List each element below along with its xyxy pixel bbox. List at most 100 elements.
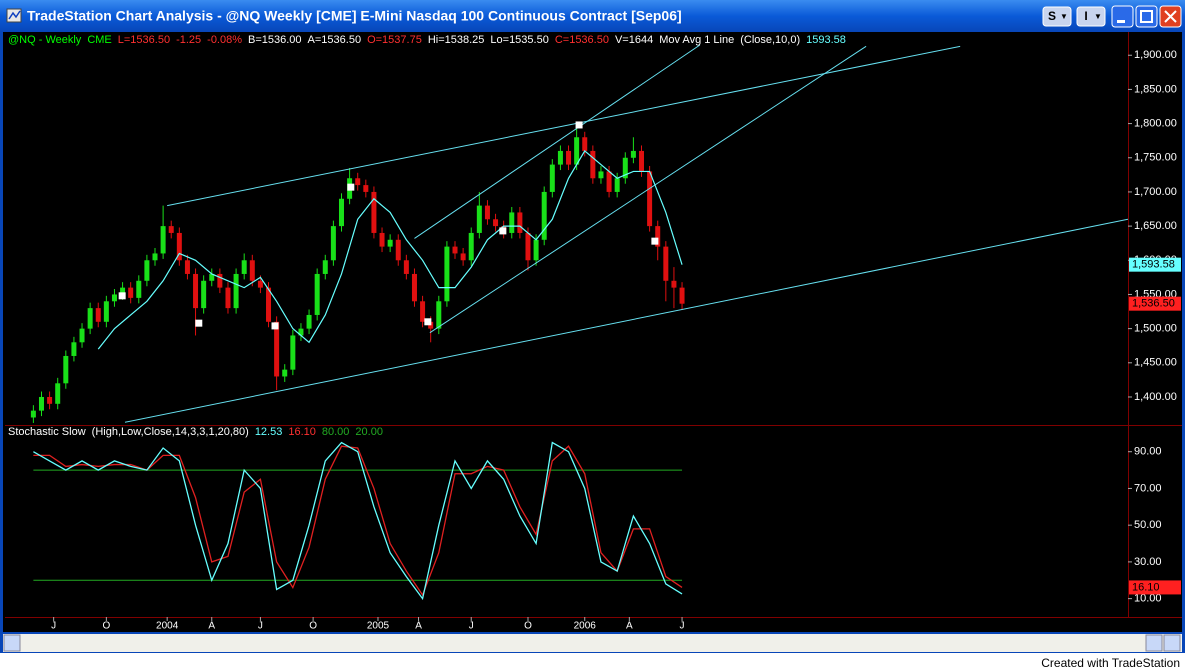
app-icon-glyph	[8, 10, 21, 20]
legend-text: 12.53	[255, 426, 283, 438]
candle-body	[338, 198, 344, 227]
y-tick-label: 1,500.00	[1134, 323, 1177, 335]
legend-text: Hi=1538.25	[428, 34, 485, 46]
chart-area	[3, 32, 1182, 632]
scroll-right[interactable]	[1163, 634, 1181, 652]
candle-body	[371, 191, 377, 233]
candle-body	[630, 150, 636, 158]
candle-body	[533, 239, 539, 261]
price-tag	[1129, 257, 1181, 272]
price-tag	[1129, 296, 1181, 311]
candle-body	[120, 287, 126, 295]
window-title: TradeStation Chart Analysis - @NQ Weekly…	[27, 8, 682, 24]
marker	[347, 183, 355, 191]
candle-body	[144, 260, 150, 281]
candle-body	[436, 301, 442, 329]
candle-body	[509, 212, 515, 233]
candle-body	[290, 335, 296, 370]
candle-body	[55, 383, 61, 404]
maximize-button[interactable]	[1135, 5, 1158, 28]
candle-body	[330, 226, 336, 261]
scrollbar[interactable]	[3, 634, 1182, 652]
candle-body	[298, 328, 304, 336]
minimize-button[interactable]	[1111, 5, 1134, 28]
candle-body	[606, 171, 612, 192]
x-tick-label: O	[102, 621, 110, 632]
candle-body	[566, 150, 572, 165]
x-tick-label: A	[208, 621, 215, 632]
candle-body	[444, 246, 450, 302]
candle-body	[225, 287, 231, 309]
trendline	[167, 45, 961, 207]
candle-body	[38, 396, 44, 411]
legend-text: @NQ - Weekly	[8, 34, 82, 46]
candle-body	[152, 253, 158, 261]
minimize-glyph	[1117, 20, 1125, 23]
x-tick-label: A	[415, 621, 422, 632]
x-tick-label: 2006	[574, 621, 597, 632]
trendline	[124, 218, 1128, 423]
candle-body	[363, 185, 369, 192]
candle-body	[663, 246, 669, 281]
marker	[118, 292, 126, 300]
dropdown-arrow[interactable]: ▼	[1060, 12, 1068, 21]
legend-text: V=1644	[615, 34, 653, 46]
legend-text: A=1536.50	[308, 34, 362, 46]
candle-body	[517, 212, 523, 233]
candle-body	[671, 280, 677, 288]
s-button[interactable]	[1042, 6, 1072, 27]
candle-body	[452, 246, 458, 254]
price-plot	[30, 44, 1128, 423]
y-tick-label: 1,800.00	[1134, 117, 1177, 129]
candle-body	[103, 301, 109, 322]
candle-body	[160, 226, 166, 254]
stochastic-plot	[33, 441, 683, 601]
i-button[interactable]	[1076, 6, 1106, 27]
candle-body	[493, 219, 499, 227]
candle-body	[598, 171, 604, 179]
y-tick-label: 30.00	[1134, 556, 1162, 568]
candle-body	[30, 410, 36, 418]
legend-text: Stochastic Slow	[8, 426, 86, 438]
candle-body	[379, 232, 385, 247]
candle-body	[468, 232, 474, 261]
candle-body	[420, 301, 426, 322]
candle-body	[79, 328, 85, 343]
i-button-label[interactable]: I	[1084, 9, 1087, 23]
marker	[575, 121, 583, 129]
candle-body	[476, 205, 482, 233]
candle-body	[614, 178, 620, 192]
legend-text: O=1537.75	[367, 34, 422, 46]
candle-body	[639, 150, 645, 172]
legend-text: 16.10	[288, 426, 316, 438]
candle-body	[193, 273, 199, 309]
level-label: 20.00	[355, 426, 383, 438]
candle-body	[460, 253, 466, 261]
candle-body	[679, 287, 685, 304]
x-tick-label: A	[626, 621, 633, 632]
dropdown-arrow[interactable]: ▼	[1094, 12, 1102, 21]
candle-body	[63, 355, 69, 384]
candle-body	[71, 342, 77, 356]
scroll-left[interactable]	[3, 634, 21, 652]
legend-text: B=1536.00	[248, 34, 302, 46]
y-tick-label: 1,450.00	[1134, 357, 1177, 369]
candle-body	[168, 226, 174, 233]
candle-body	[47, 396, 53, 404]
s-button-label[interactable]: S	[1048, 9, 1056, 23]
x-tick-label: 2005	[367, 621, 390, 632]
candle-body	[176, 232, 182, 261]
scroll-thumb[interactable]	[1145, 634, 1163, 652]
candle-body	[655, 226, 661, 247]
candle-body	[322, 260, 328, 274]
moving-average	[97, 150, 683, 350]
marker	[499, 227, 507, 235]
axes: @NQ - Weekly CME L=1536.50 -1.25 -0.08% B=153…	[8, 34, 1181, 632]
legend-text: 1593.58	[806, 34, 846, 46]
candle-body	[411, 273, 417, 302]
marker	[195, 319, 203, 327]
candle-body	[541, 191, 547, 240]
candle-body	[282, 369, 288, 377]
candle-body	[590, 150, 596, 179]
